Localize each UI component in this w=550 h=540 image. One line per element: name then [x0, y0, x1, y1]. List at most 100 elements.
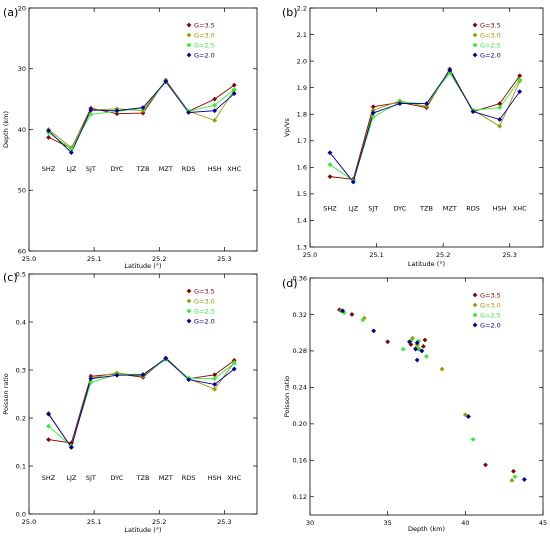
scatter-point	[400, 346, 406, 352]
x-tick-label: 25.3	[217, 518, 231, 526]
data-point	[212, 376, 218, 382]
y-tick-label: 0.5	[16, 270, 26, 278]
scatter-point	[466, 414, 471, 419]
legend-marker	[186, 32, 192, 38]
y-tick-label: 1.7	[297, 137, 307, 145]
data-point	[163, 356, 169, 361]
scatter-point	[424, 353, 429, 359]
y-tick-label: 20	[18, 4, 26, 12]
station-label: XHC	[227, 474, 241, 482]
x-tick-label: 25.3	[502, 251, 516, 259]
station-label: DYC	[111, 165, 124, 173]
station-label: SJT	[86, 474, 96, 482]
legend-entry: G=3.0	[480, 31, 501, 39]
data-point	[46, 128, 51, 134]
station-label: RDS	[182, 474, 196, 482]
data-point	[397, 101, 403, 106]
station-label: TZB	[419, 204, 433, 212]
legend-marker	[472, 32, 478, 38]
data-point	[114, 372, 120, 378]
data-point	[68, 146, 74, 152]
station-label: XHC	[227, 165, 241, 173]
x-axis-label: Latitude (°)	[124, 526, 161, 534]
station-label: RDS	[182, 165, 196, 173]
data-point	[231, 82, 237, 88]
data-point	[140, 108, 146, 114]
station-label: MZT	[159, 474, 173, 482]
legend-entry: G=2.5	[480, 41, 501, 49]
station-label: HSH	[208, 474, 222, 482]
y-tick-label: 1.4	[297, 217, 307, 225]
legend-marker	[186, 288, 192, 294]
data-point	[88, 376, 94, 382]
legend-entry: G=3.0	[194, 297, 215, 305]
station-label: XHC	[513, 204, 527, 212]
data-point	[370, 107, 376, 113]
scatter-point	[385, 339, 391, 345]
data-point	[497, 117, 503, 122]
data-point	[231, 360, 237, 366]
y-tick-label: 0.2	[16, 414, 26, 422]
data-point	[370, 104, 376, 110]
data-point	[46, 423, 51, 429]
scatter-point	[371, 328, 377, 334]
data-point	[517, 77, 523, 83]
plot-frame	[309, 7, 544, 248]
station-label: SHZ	[323, 204, 337, 212]
panel-label: (a)	[3, 6, 18, 19]
y-tick-label: 60	[18, 247, 26, 255]
legend-entry: G=2.5	[194, 307, 215, 315]
legend-marker	[186, 42, 192, 48]
y-tick-label: 1.9	[297, 84, 307, 92]
scatter-point	[462, 412, 468, 418]
y-tick-label: 0.4	[16, 318, 26, 326]
station-label: RDS	[466, 204, 480, 212]
y-tick-label: 0.36	[293, 274, 307, 282]
scatter-point	[509, 477, 515, 483]
y-tick-label: 1.5	[297, 190, 307, 198]
scatter-point	[511, 468, 516, 474]
scatter-point	[420, 343, 426, 349]
data-point	[186, 110, 191, 115]
scatter-point	[414, 357, 420, 363]
data-point	[114, 108, 120, 114]
data-point	[212, 372, 218, 378]
station-label: HSH	[493, 204, 507, 212]
y-tick-label: 0.12	[293, 493, 307, 501]
x-tick-label: 35	[384, 519, 392, 527]
y-tick-label: 2.1	[297, 31, 307, 39]
y-tick-label: 50	[18, 187, 26, 195]
data-point	[327, 150, 333, 156]
station-label: DYC	[393, 204, 406, 212]
legend-entry: G=3.5	[480, 21, 501, 29]
panel-a: (a) 25.0 25.1 25.2 25.3 20 30 40 50 60 Latitude (°…	[2, 4, 258, 270]
data-point	[212, 96, 218, 102]
data-point	[447, 70, 453, 76]
data-point	[370, 114, 376, 120]
panel-label: (b)	[282, 6, 298, 19]
data-point	[517, 89, 523, 95]
y-tick-label: 1.6	[297, 164, 307, 172]
data-point	[447, 68, 453, 73]
data-point	[140, 105, 146, 111]
data-point	[88, 107, 94, 113]
y-axis-label: Depth (km)	[2, 111, 10, 148]
data-point	[186, 377, 191, 382]
y-tick-label: 1.3	[297, 243, 307, 251]
y-tick-label: 0.16	[293, 457, 307, 465]
scatter-point	[349, 312, 355, 317]
legend-marker	[472, 22, 478, 28]
data-point	[517, 73, 523, 79]
x-tick-label: 25.0	[22, 518, 36, 526]
legend-entry: G=2.0	[194, 317, 215, 325]
y-tick-label: 0.32	[293, 311, 307, 319]
scatter-point	[521, 477, 527, 482]
legend-entry: G=2.5	[194, 41, 215, 49]
legend-marker	[472, 52, 478, 58]
data-point	[231, 87, 237, 92]
legend-marker	[186, 318, 192, 324]
scatter-point	[419, 348, 425, 354]
x-axis-label: Depth (km)	[408, 525, 445, 533]
scatter-point	[470, 436, 476, 442]
data-point	[497, 123, 503, 129]
